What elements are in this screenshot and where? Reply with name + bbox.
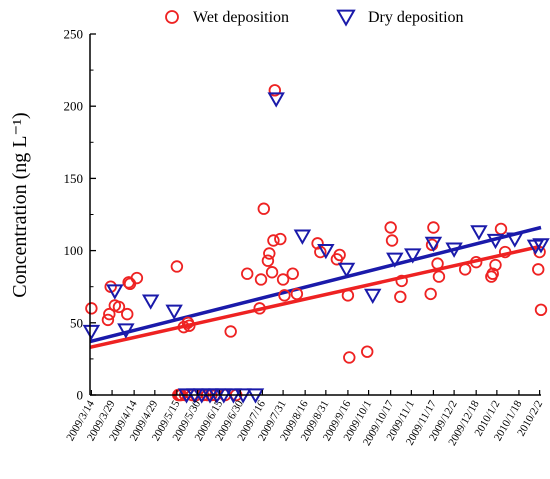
data-point <box>278 289 291 302</box>
data-point <box>183 319 196 332</box>
data-point <box>343 351 356 364</box>
trend-lines <box>89 225 542 350</box>
data-point <box>394 290 407 304</box>
y-tick-label: 100 <box>64 243 84 258</box>
data-point <box>130 271 144 285</box>
data-point <box>317 244 335 260</box>
data-point <box>254 273 268 286</box>
y-tick-label: 250 <box>64 27 84 42</box>
data-point <box>290 287 304 301</box>
data-point <box>424 236 443 253</box>
data-point <box>224 325 237 338</box>
data-point <box>267 234 280 247</box>
data-point <box>486 233 505 250</box>
data-point <box>534 303 548 317</box>
data-point <box>106 284 124 300</box>
data-point <box>386 252 404 268</box>
axes <box>89 34 541 396</box>
data-point <box>85 302 98 315</box>
data-point <box>103 307 116 321</box>
data-point <box>112 300 126 314</box>
data-point <box>263 247 276 260</box>
data-point <box>431 257 444 270</box>
data-point <box>341 289 355 302</box>
data-point <box>311 237 324 250</box>
legend: Wet deposition Dry deposition <box>165 9 464 27</box>
data-point <box>241 267 254 280</box>
data-point <box>469 255 483 269</box>
data-point <box>276 273 290 286</box>
data-point <box>532 263 545 276</box>
data-point <box>432 270 446 283</box>
legend-marker-wet <box>165 10 179 24</box>
legend-label-wet: Wet deposition <box>193 9 289 26</box>
data-point <box>268 84 282 97</box>
data-point <box>265 266 279 279</box>
data-point <box>532 238 550 254</box>
data-point <box>286 267 299 280</box>
data-point <box>458 263 472 276</box>
y-tick-label: 150 <box>64 171 84 186</box>
data-point <box>385 234 399 247</box>
data-point <box>117 323 135 339</box>
y-tick-label: 0 <box>77 388 84 403</box>
data-point <box>101 313 115 327</box>
y-axis-title: Concentration (ng L⁻¹) <box>9 112 31 297</box>
x-axis-ticks: 2009/3/142009/3/292009/4/142009/4/292009… <box>64 390 545 448</box>
data-point <box>274 232 287 246</box>
y-tick-label: 50 <box>70 315 83 330</box>
data-point <box>424 287 437 301</box>
data-point <box>486 267 499 280</box>
data-point <box>404 248 422 264</box>
data-point <box>261 254 275 267</box>
data-point <box>361 345 374 358</box>
data-point <box>470 225 488 241</box>
data-point <box>489 258 502 272</box>
data-point <box>121 307 134 321</box>
data-point <box>253 302 266 315</box>
legend-marker-dry <box>336 9 356 27</box>
data-point <box>170 260 184 273</box>
data-point <box>333 248 346 262</box>
data-point <box>337 262 356 279</box>
data-point <box>427 221 440 234</box>
data-point <box>445 242 463 258</box>
y-tick-label: 200 <box>64 99 84 114</box>
data-point <box>498 245 512 259</box>
data-point <box>364 288 382 305</box>
data-point <box>293 229 312 245</box>
trend-line-wet <box>89 244 542 350</box>
data-point <box>141 294 160 310</box>
series-wet-deposition <box>85 84 548 402</box>
data-point <box>82 324 101 341</box>
y-axis-ticks: 0 50 100 150 200 250 <box>64 27 96 403</box>
data-point <box>395 274 408 288</box>
data-point <box>384 221 397 234</box>
trend-line-dry <box>89 225 542 344</box>
data-point <box>494 222 508 236</box>
data-point <box>165 304 183 320</box>
data-point <box>506 232 524 248</box>
legend-label-dry: Dry deposition <box>368 9 464 26</box>
data-point <box>257 202 270 215</box>
data-point <box>267 92 285 108</box>
